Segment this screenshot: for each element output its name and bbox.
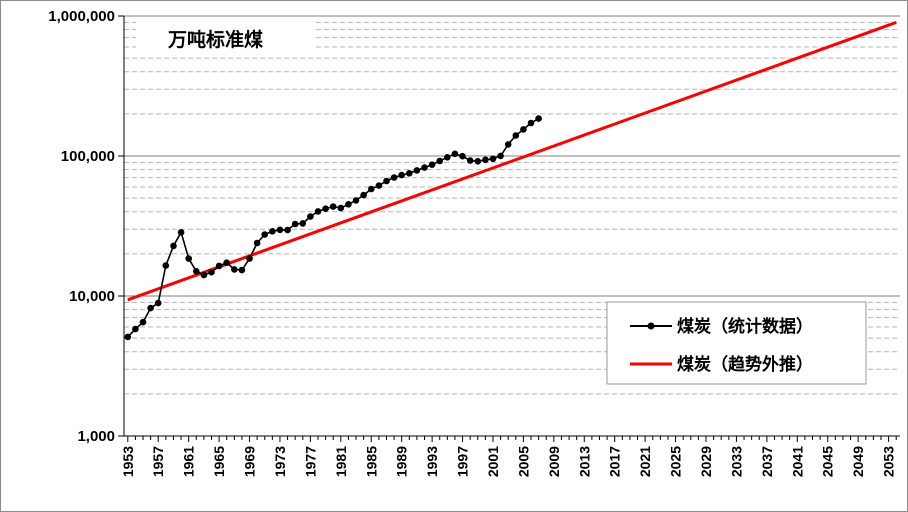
data-point bbox=[451, 150, 459, 158]
data-point bbox=[284, 226, 291, 234]
data-point bbox=[375, 182, 383, 189]
data-point bbox=[238, 266, 246, 274]
x-tick-label: 1961 bbox=[181, 446, 197, 477]
data-point bbox=[398, 171, 406, 179]
x-tick-label: 2017 bbox=[607, 446, 623, 477]
legend-label-statistics: 煤炭（统计数据） bbox=[677, 316, 813, 337]
data-point bbox=[314, 208, 322, 215]
data-point bbox=[231, 266, 238, 273]
data-point bbox=[299, 220, 307, 227]
y-tick-label: 1,000 bbox=[77, 428, 115, 445]
x-tick-label: 1989 bbox=[394, 446, 410, 477]
x-tick-label: 1957 bbox=[150, 446, 166, 477]
legend-marker-statistics bbox=[647, 322, 655, 330]
x-tick-label: 1973 bbox=[272, 446, 288, 477]
unit-label-box bbox=[136, 22, 313, 56]
legend-label-extrapolation: 煤炭（趋势外推） bbox=[677, 354, 813, 375]
data-point bbox=[436, 157, 444, 165]
data-point bbox=[535, 115, 542, 122]
data-point bbox=[307, 213, 314, 220]
x-tick-label: 1969 bbox=[242, 446, 258, 477]
x-tick-label: 2005 bbox=[515, 446, 531, 477]
y-tick-label: 1,000,000 bbox=[48, 8, 115, 25]
x-tick-label: 1993 bbox=[424, 446, 440, 477]
x-tick-label: 2033 bbox=[728, 446, 744, 477]
x-tick-label: 2025 bbox=[668, 446, 684, 477]
data-point bbox=[291, 220, 299, 228]
data-point bbox=[482, 156, 489, 164]
data-point bbox=[474, 158, 482, 165]
data-point bbox=[504, 141, 512, 148]
data-point bbox=[527, 119, 535, 127]
x-tick-label: 2029 bbox=[698, 446, 714, 477]
x-tick-label: 2021 bbox=[637, 446, 653, 477]
data-point bbox=[512, 132, 520, 139]
series-line-statistics bbox=[127, 117, 540, 338]
data-point bbox=[497, 152, 504, 160]
data-point bbox=[383, 177, 390, 185]
data-point bbox=[200, 271, 208, 279]
y-tick-label: 10,000 bbox=[69, 288, 115, 305]
data-point bbox=[428, 161, 436, 168]
legend: 煤炭（统计数据） 煤炭（趋势外推） bbox=[606, 301, 867, 385]
data-point bbox=[223, 259, 230, 267]
x-tick-label: 2037 bbox=[759, 446, 775, 477]
data-point bbox=[322, 205, 329, 212]
data-point bbox=[261, 231, 269, 238]
data-point bbox=[466, 157, 474, 164]
data-point bbox=[276, 226, 284, 234]
x-tick-label: 2045 bbox=[820, 446, 836, 477]
data-point bbox=[208, 268, 215, 276]
unit-label: 万吨标准煤 bbox=[167, 28, 263, 51]
data-point bbox=[444, 154, 451, 161]
data-point bbox=[269, 228, 276, 235]
data-point bbox=[329, 203, 337, 210]
data-point bbox=[459, 152, 466, 160]
x-tick-label: 2041 bbox=[789, 446, 805, 477]
data-point bbox=[162, 262, 170, 269]
data-point bbox=[177, 229, 185, 236]
axis-layer: 1,000 10,000 100,000 1,000,000 1953 1957 1961 1… bbox=[48, 8, 900, 477]
data-point bbox=[139, 318, 147, 326]
data-point bbox=[345, 201, 352, 208]
series-layer bbox=[124, 20, 897, 341]
data-point bbox=[132, 325, 139, 333]
x-tick-label: 1997 bbox=[455, 446, 471, 477]
data-point bbox=[421, 164, 428, 171]
data-point bbox=[360, 191, 367, 199]
x-tick-label: 2053 bbox=[881, 446, 897, 477]
data-point bbox=[337, 204, 345, 212]
data-point bbox=[246, 255, 253, 262]
data-point bbox=[413, 167, 421, 174]
y-tick-label: 100,000 bbox=[61, 148, 115, 165]
data-point bbox=[253, 239, 261, 247]
data-point bbox=[124, 333, 132, 341]
data-point bbox=[154, 299, 162, 307]
x-tick-label: 1965 bbox=[211, 446, 227, 477]
x-tick-label: 2049 bbox=[850, 446, 866, 477]
data-point bbox=[520, 126, 527, 133]
data-point bbox=[147, 304, 154, 312]
x-tick-label: 2009 bbox=[546, 446, 562, 477]
legend-box bbox=[606, 301, 867, 385]
data-point bbox=[390, 174, 398, 181]
x-tick-label: 2013 bbox=[576, 446, 592, 477]
series-line-extrapolation bbox=[127, 20, 897, 302]
x-tick-label: 1977 bbox=[302, 446, 318, 477]
grid-layer bbox=[124, 15, 900, 395]
x-tick-label: 2001 bbox=[485, 446, 501, 477]
x-tick-label: 1953 bbox=[120, 446, 136, 477]
data-point bbox=[185, 255, 192, 262]
data-point bbox=[170, 242, 177, 250]
data-point bbox=[368, 185, 375, 193]
data-point bbox=[193, 268, 200, 275]
x-tick-label: 1985 bbox=[363, 446, 379, 477]
data-point bbox=[489, 155, 497, 163]
data-point bbox=[352, 197, 360, 204]
data-point bbox=[406, 170, 413, 177]
data-point bbox=[215, 262, 223, 270]
x-tick-label: 1981 bbox=[333, 446, 349, 477]
